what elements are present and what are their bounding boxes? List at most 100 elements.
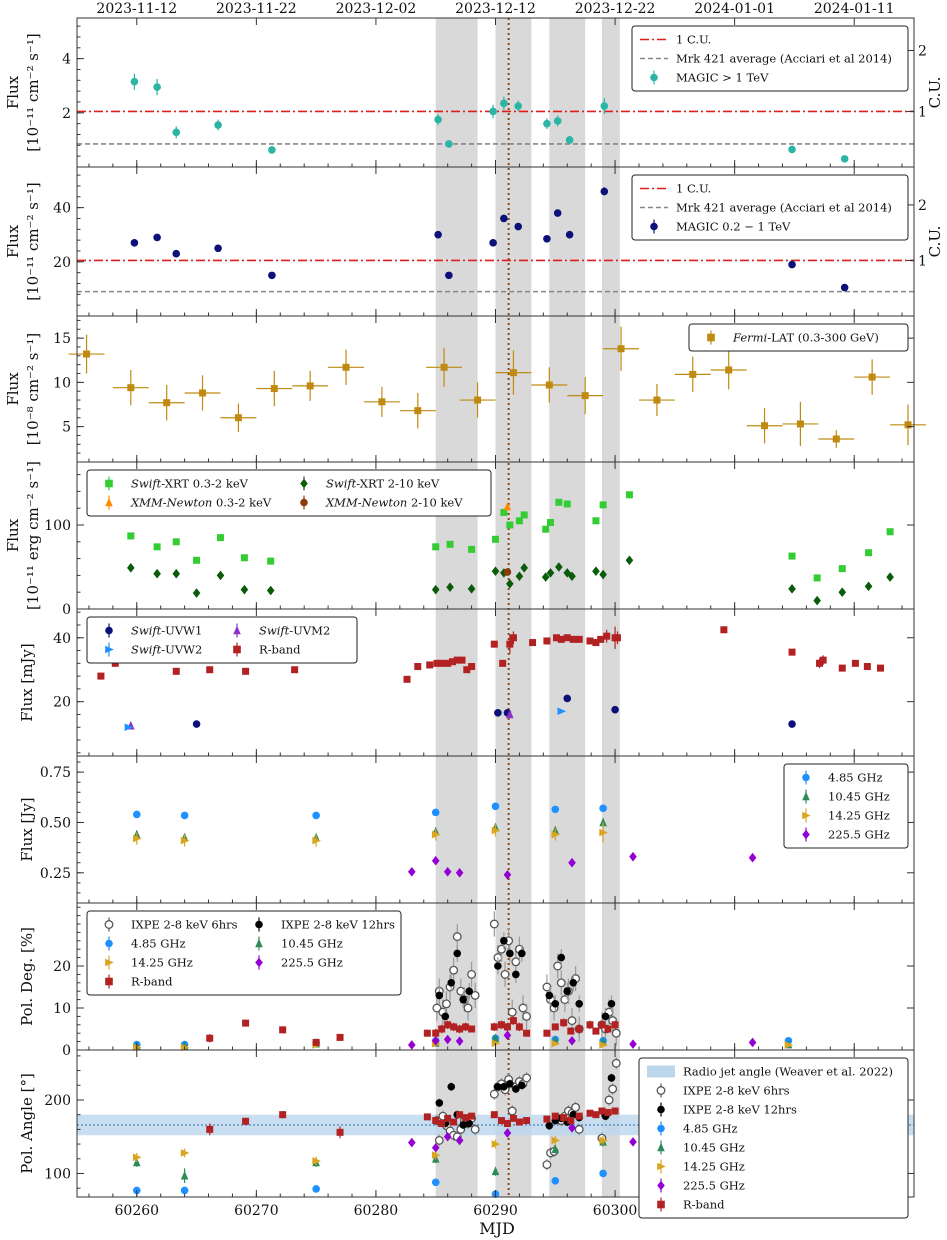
data-point (431, 855, 440, 866)
data-point (455, 1036, 464, 1046)
legend-label: 4.85 GHz (828, 771, 883, 785)
data-point (506, 521, 514, 529)
legend-marker (657, 1162, 666, 1171)
data-point (306, 382, 314, 390)
data-point (509, 1017, 517, 1025)
data-point (378, 398, 386, 406)
data-point (474, 396, 482, 404)
data-point (444, 1114, 452, 1122)
legend-marker (105, 626, 113, 635)
data-point (617, 345, 625, 353)
data-point (542, 525, 550, 533)
data-point (468, 545, 476, 553)
data-point (448, 658, 456, 666)
data-point (629, 851, 637, 862)
data-point (592, 566, 600, 576)
data-point (489, 1089, 499, 1099)
series-4-85-ghz (132, 802, 793, 820)
data-point (408, 1137, 416, 1148)
data-point (788, 720, 796, 728)
data-point (551, 1144, 560, 1154)
y-tick-label: 20 (53, 695, 71, 711)
data-point (503, 1023, 511, 1031)
data-point (886, 528, 894, 536)
data-point (443, 1131, 452, 1142)
legend-label: 225.5 GHz (683, 1179, 745, 1193)
data-point (507, 1106, 517, 1116)
data-point (563, 500, 571, 508)
data-point (431, 808, 440, 817)
data-point (551, 1177, 560, 1185)
data-point (522, 1011, 532, 1021)
data-point (453, 949, 462, 958)
data-point (522, 1073, 532, 1083)
legends: 1 C.U. Mrk 421 average (Acciari et al 201… (86, 25, 909, 1219)
top-date-label: 2023-11-22 (216, 1, 297, 17)
data-point (470, 1124, 480, 1134)
data-point (432, 1029, 440, 1037)
y-axis-label: Flux [mJy] (18, 643, 36, 722)
data-point (494, 709, 502, 717)
data-point (598, 1021, 606, 1029)
data-point (512, 1085, 520, 1093)
data-point (456, 1025, 464, 1033)
data-point (520, 511, 528, 519)
data-point (599, 1041, 608, 1049)
legend-label: R-band (259, 643, 301, 657)
data-point (545, 381, 553, 389)
x-tick-label: 60260 (115, 1203, 160, 1219)
data-point (192, 588, 201, 598)
data-point (291, 666, 299, 674)
data-point (689, 370, 697, 378)
data-point (443, 866, 452, 877)
legend-marker (105, 977, 113, 986)
legend-panel-5: 4.85 GHz 10.45 GHz 14.25 GHz 225.5 GHz (783, 763, 909, 849)
data-point (342, 363, 350, 371)
data-point (503, 1120, 511, 1127)
panel-3 (127, 491, 894, 606)
data-point (83, 350, 91, 358)
data-point (499, 659, 507, 667)
data-point (545, 991, 554, 1000)
right-axis-label: C.U. (926, 77, 944, 109)
data-point (444, 659, 452, 667)
data-point (463, 666, 471, 674)
data-point (408, 1040, 416, 1050)
data-point (506, 1080, 514, 1088)
series-xmm-newton-2-10-kev (503, 568, 512, 576)
legend-label: Radio jet angle (Weaver et al. 2022) (683, 1065, 893, 1079)
data-point (489, 239, 497, 247)
data-point (512, 970, 520, 979)
data-point (863, 663, 871, 671)
data-point (563, 634, 571, 642)
data-point (446, 540, 454, 548)
data-point (613, 634, 621, 642)
data-point (575, 635, 583, 643)
data-point (432, 543, 440, 551)
data-point (491, 802, 500, 811)
data-point (553, 209, 562, 217)
data-point (500, 1082, 508, 1091)
panel-6 (132, 911, 794, 1052)
data-point (434, 1135, 444, 1145)
data-point (551, 805, 560, 814)
legend-label: Swift-XRT 0.3-2 keV (131, 477, 249, 491)
series-magic-0-2-1-tev (130, 187, 849, 292)
data-point (523, 1117, 531, 1125)
legend-label: Swift-UVM2 (259, 624, 330, 638)
data-point (904, 421, 912, 429)
data-point (600, 187, 609, 196)
data-point (434, 230, 442, 239)
data-point (468, 1112, 476, 1120)
data-point (599, 804, 607, 813)
y-tick-label: 15 (53, 331, 71, 347)
legend-marker (650, 73, 658, 82)
data-point (491, 1140, 501, 1148)
data-point (452, 932, 462, 942)
data-point (816, 659, 824, 667)
data-point (438, 1120, 446, 1127)
data-point (442, 999, 451, 1009)
y-tick-label: 0.50 (40, 815, 71, 831)
data-point (467, 969, 477, 979)
